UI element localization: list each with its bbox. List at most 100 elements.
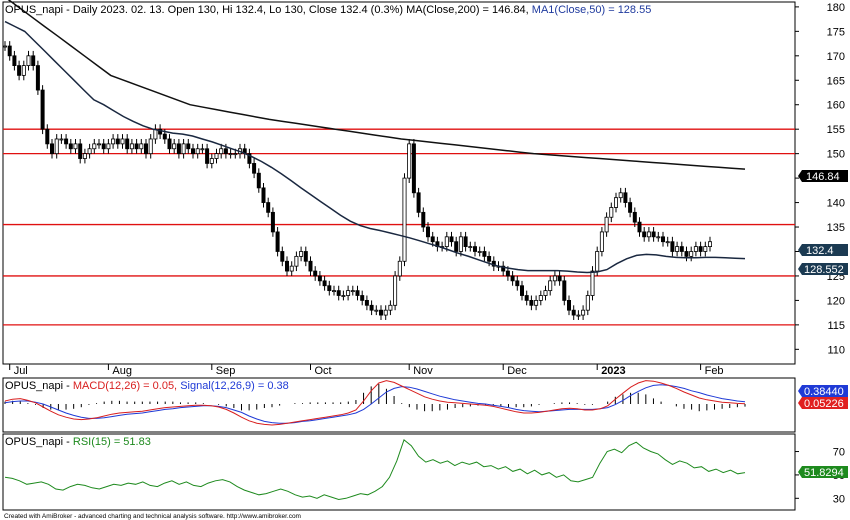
ma200-badge: 146.84 [798, 170, 848, 183]
candle-body [646, 231, 651, 238]
rsi-tick-label: 70 [833, 447, 845, 459]
candle-body [642, 231, 647, 238]
price-panel [2, 1, 796, 365]
candle-body [463, 236, 468, 247]
candle-body [54, 138, 59, 155]
candle-body [703, 246, 708, 252]
candle-body [341, 295, 346, 297]
candle-body [162, 133, 167, 140]
candle-body [270, 211, 275, 233]
candle-body [543, 290, 548, 296]
candle-body [299, 251, 304, 257]
candle-body [266, 202, 271, 213]
candle-body [661, 236, 666, 243]
price-tick-label: 110 [827, 344, 845, 356]
candle-body [317, 275, 322, 282]
candle-body [374, 309, 379, 312]
candle-body [393, 275, 398, 306]
candle-body [7, 45, 12, 57]
candle-body [59, 138, 64, 141]
candle-body [360, 295, 365, 301]
candle-body [228, 153, 233, 156]
candle-body [3, 45, 8, 48]
candle-body [567, 300, 572, 311]
candle-body [675, 246, 680, 252]
candle-body [501, 265, 506, 272]
time-tick-label: 2023 [601, 365, 625, 377]
candle-body [397, 260, 402, 277]
macd-header: OPUS_napi - MACD(12,26) = 0.05, Signal(1… [5, 380, 289, 392]
candle-body [538, 295, 543, 301]
candle-body [571, 309, 576, 316]
candle-body [50, 143, 55, 155]
macd-line [4, 380, 746, 426]
candle-body [68, 143, 73, 150]
candle-body [689, 251, 694, 257]
candle-body [585, 295, 590, 311]
candle-body [425, 226, 430, 238]
candle-body [454, 241, 459, 252]
time-tick-label: Jul [14, 365, 28, 377]
candle-body [148, 138, 153, 155]
candle-body [364, 300, 369, 306]
candle-body [651, 231, 656, 238]
candle-body [693, 246, 698, 252]
candle-body [477, 251, 482, 253]
price-tick-label: 115 [827, 320, 845, 332]
candle-body [576, 314, 581, 317]
candle-body [275, 231, 280, 252]
candle-body [303, 251, 308, 262]
candle-body [708, 241, 713, 247]
candle-body [590, 270, 595, 296]
candle-body [534, 300, 539, 306]
candle-body [383, 309, 388, 316]
ma50-badge: 128.552 [798, 263, 848, 276]
candle-body [510, 275, 515, 282]
time-tick-label: Dec [507, 365, 527, 377]
candle-body [17, 65, 22, 76]
rsi-line [4, 438, 746, 501]
candle-body [256, 172, 261, 189]
rsi-header: OPUS_napi - RSI(15) = 51.83 [5, 436, 151, 448]
candle-body [430, 236, 435, 243]
candle-body [684, 251, 689, 257]
candle-body [167, 138, 172, 150]
candle-body [195, 148, 200, 155]
candle-body [614, 197, 619, 208]
candle-body [45, 128, 50, 145]
candle-body [407, 143, 412, 179]
candle-body [280, 251, 285, 262]
svg-text:51.8294: 51.8294 [804, 467, 844, 479]
candle-body [181, 143, 186, 155]
macd-histogram [4, 384, 746, 412]
candle-body [562, 280, 567, 301]
candle-body [190, 148, 195, 155]
price-tick-label: 170 [827, 51, 845, 63]
candle-body [388, 304, 393, 311]
candle-body [632, 211, 637, 223]
price-tick-label: 180 [827, 2, 845, 14]
price-tick-label: 160 [827, 100, 845, 112]
candle-body [595, 251, 600, 272]
candle-body [482, 251, 487, 257]
candle-body [468, 246, 473, 248]
candle-body [205, 148, 210, 164]
ma200-line [7, 0, 746, 170]
svg-text:132.4: 132.4 [806, 245, 834, 257]
time-tick-label: Oct [315, 365, 332, 377]
candle-body [115, 138, 120, 145]
candle-body [78, 143, 83, 159]
candle-body [505, 270, 510, 277]
candle-body [158, 128, 163, 135]
candle-body [12, 55, 17, 66]
candle-body [313, 270, 318, 277]
candle-body [64, 138, 69, 145]
candle-body [247, 153, 252, 164]
candle-body [529, 300, 534, 306]
candle-body [487, 255, 492, 262]
price-tick-label: 165 [827, 75, 845, 87]
candle-body [106, 143, 111, 150]
svg-text:128.552: 128.552 [804, 264, 844, 276]
candle-body [139, 143, 144, 150]
